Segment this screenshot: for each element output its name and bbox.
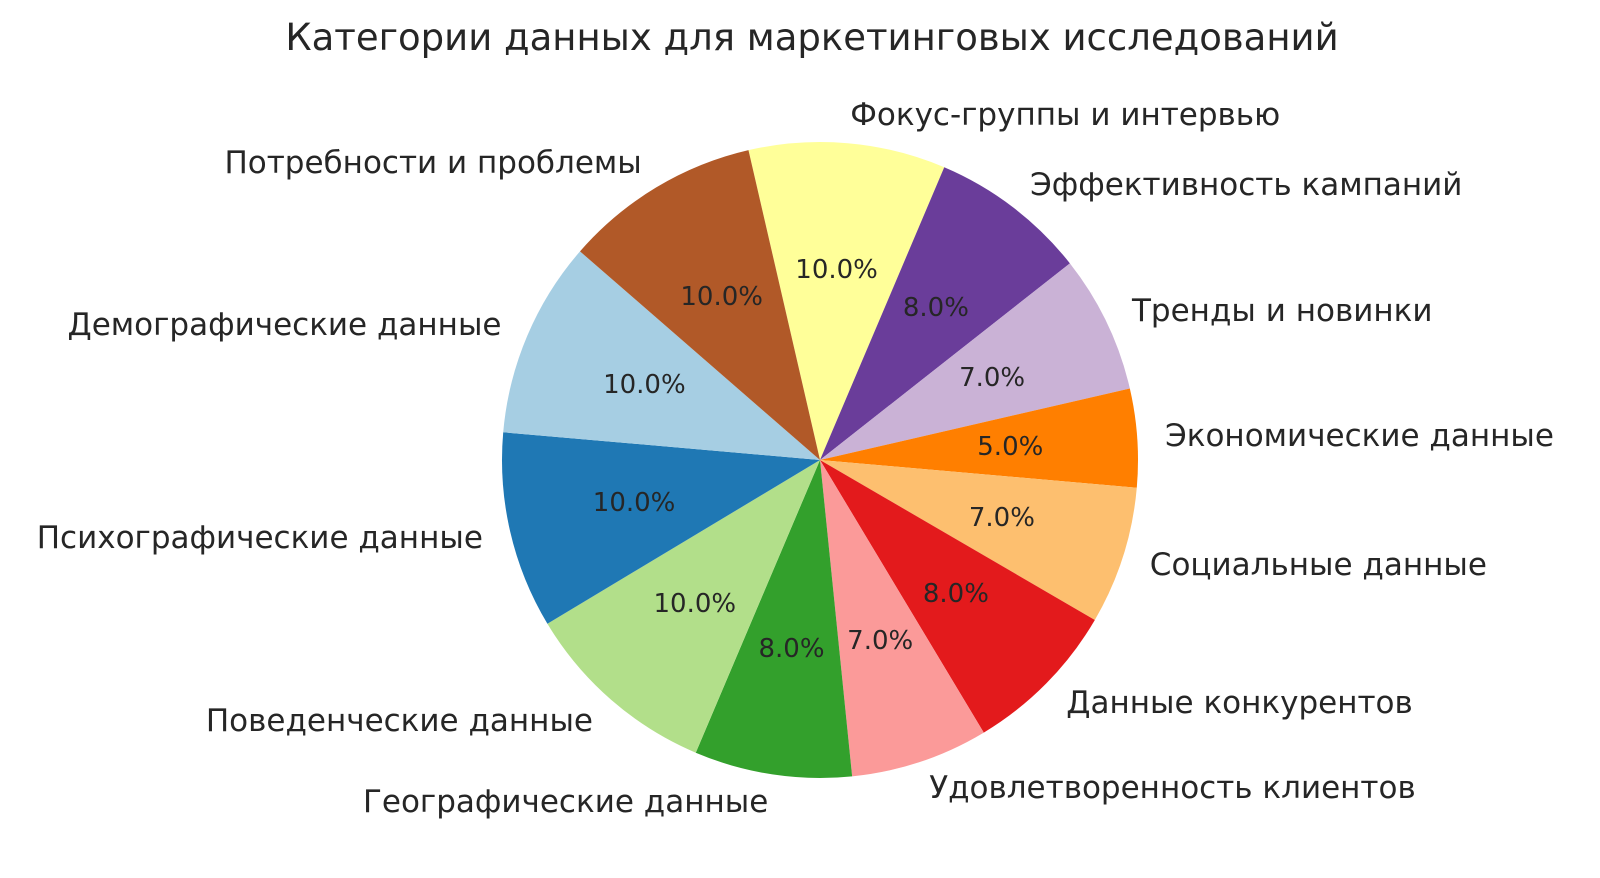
pie-slice-7 — [820, 460, 984, 777]
slice-label-5: Социальные данные — [1149, 546, 1487, 583]
slice-label-6: Данные конкурентов — [1066, 684, 1413, 721]
pct-label-8: 8.0% — [758, 633, 825, 664]
pct-label-5: 7.0% — [968, 502, 1035, 533]
pie-slice-9 — [547, 460, 820, 753]
pie-slice-5 — [820, 460, 1137, 620]
chart-title: Категории данных для маркетинговых иссле… — [285, 16, 1339, 59]
pct-label-7: 7.0% — [847, 626, 914, 656]
slice-label-7: Удовлетворенность клиентов — [929, 770, 1416, 807]
slice-label-3: Тренды и новинки — [1132, 292, 1433, 329]
pct-label-6: 8.0% — [922, 579, 989, 609]
slice-label-4: Экономические данные — [1165, 417, 1554, 454]
pie-slice-2 — [820, 167, 1070, 460]
pie-slice-6 — [820, 460, 1095, 733]
pct-label-1: 10.0% — [795, 254, 878, 285]
pct-label-12: 10.0% — [680, 281, 763, 312]
pct-label-2: 8.0% — [902, 293, 969, 324]
slice-label-10: Психографические данные — [36, 519, 483, 556]
pie-slice-10 — [501, 432, 820, 624]
pct-label-3: 7.0% — [959, 362, 1026, 393]
pie-slice-12 — [580, 150, 820, 460]
pct-label-9: 10.0% — [653, 589, 737, 619]
slice-label-11: Демографические данные — [67, 306, 502, 343]
pct-label-11: 10.0% — [603, 370, 686, 401]
pct-label-4: 5.0% — [977, 431, 1044, 462]
pct-label-10: 10.0% — [592, 487, 676, 518]
slice-label-8: Географические данные — [362, 784, 769, 821]
slice-label-9: Поведенческие данные — [205, 703, 593, 740]
slice-label-12: Потребности и проблемы — [224, 145, 642, 182]
pie-slice-4 — [820, 388, 1139, 488]
slice-label-2: Эффективность кампаний — [1030, 167, 1463, 204]
slice-label-1: Фокус-группы и интервью — [850, 97, 1281, 134]
pie-slice-11 — [503, 251, 820, 460]
pie-slice-8 — [695, 460, 853, 778]
pie-slice-1 — [748, 142, 945, 461]
pie-slice-3 — [820, 263, 1130, 460]
